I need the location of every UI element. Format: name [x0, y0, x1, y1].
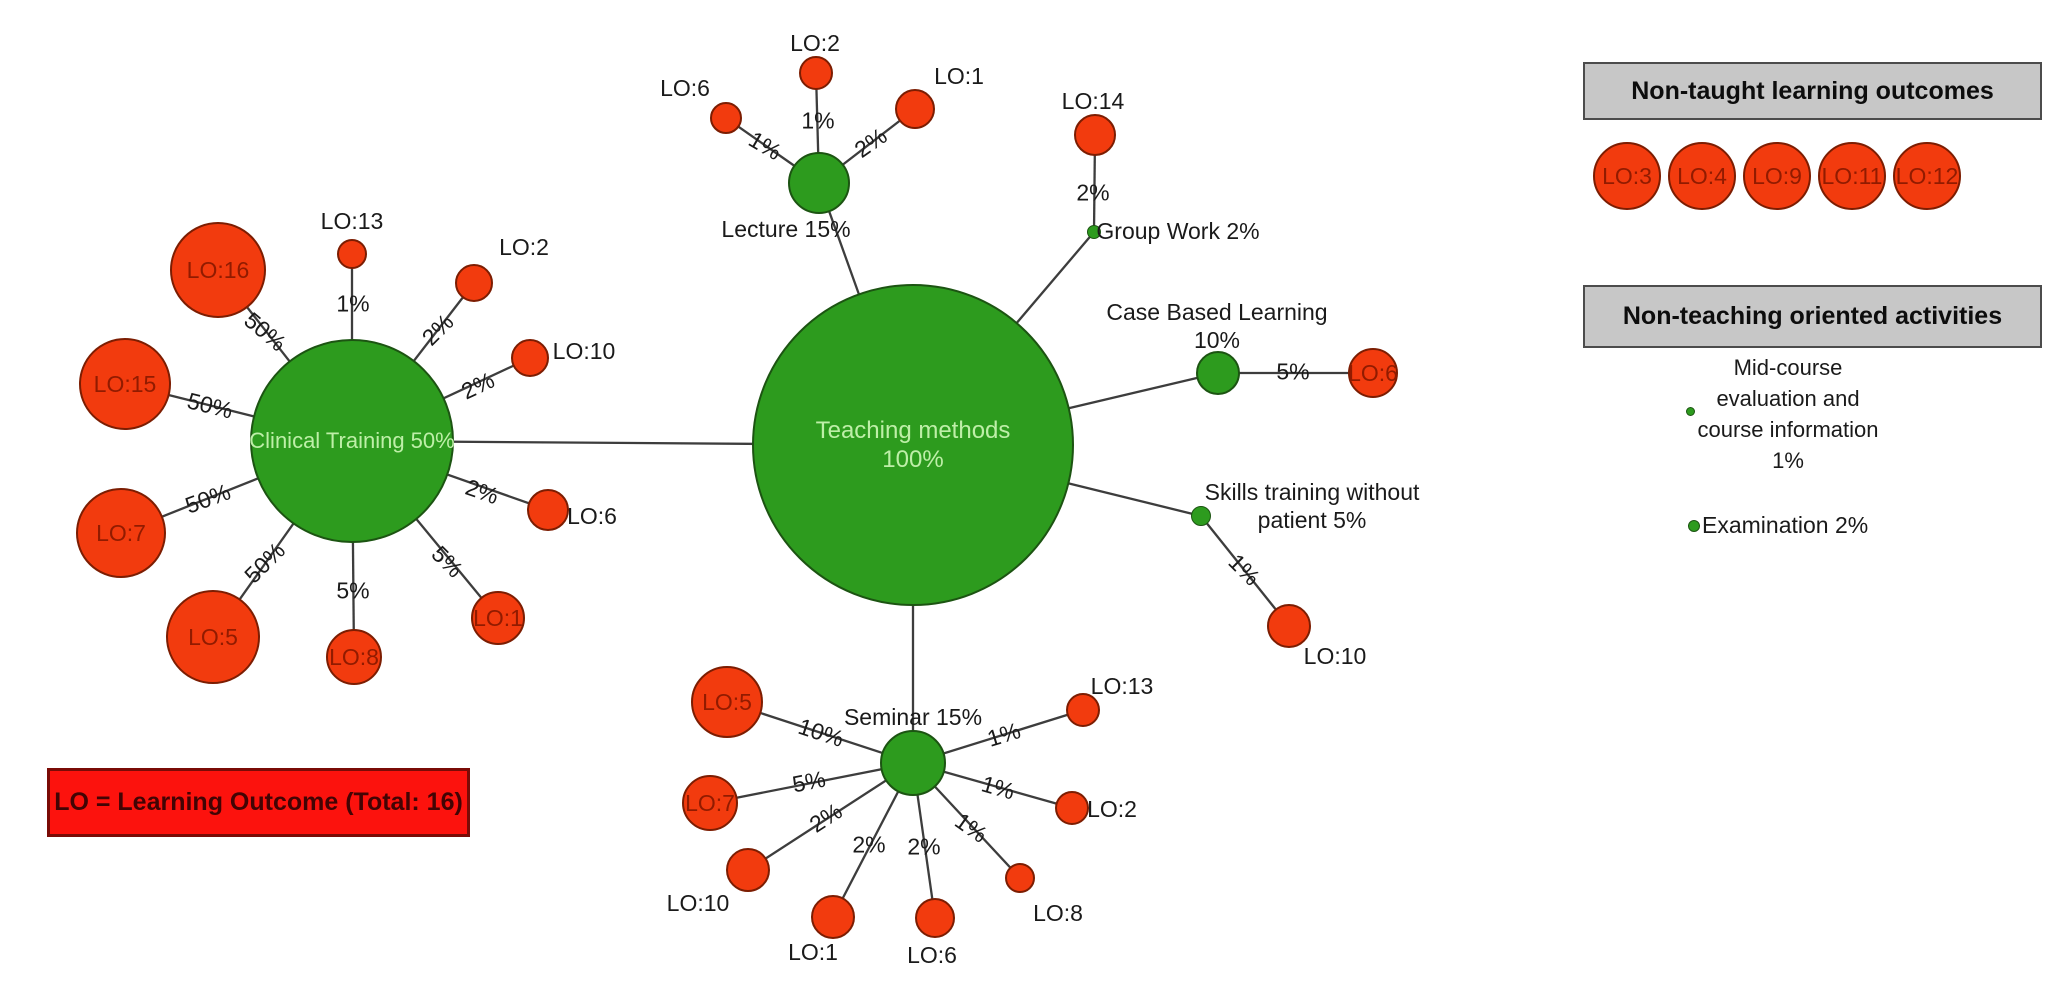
node-clinical: Clinical Training 50% [249, 339, 455, 543]
node-lec-lo2 [799, 56, 833, 90]
chip-label: LO:3 [1602, 162, 1652, 189]
non-taught-header: Non-taught learning outcomes [1583, 62, 2042, 120]
label-sem-lo1: LO:1 [788, 939, 838, 965]
pct-group-work-gw-lo14: 2% [1076, 179, 1110, 206]
label-ct-lo6: LO:6 [567, 503, 617, 529]
node-cb-lo6: LO:6 [1348, 348, 1398, 398]
non-taught-outcome-chip: LO:3 [1593, 142, 1661, 210]
node-ct-lo8: LO:8 [326, 629, 382, 685]
mid-course-activity: Mid-course evaluation and course informa… [1688, 352, 1888, 476]
label-sem-lo8: LO:8 [1033, 900, 1083, 926]
activity-line: course information [1697, 417, 1879, 442]
node-sem-lo8 [1005, 863, 1035, 893]
pct-clinical-ct-lo13: 1% [336, 290, 370, 317]
node-sem-lo7: LO:7 [682, 775, 738, 831]
label-sem-lo6: LO:6 [907, 942, 957, 968]
node-ct-lo1: LO:1 [471, 591, 525, 645]
non-taught-outcome-chip: LO:12 [1893, 142, 1961, 210]
label-sem-lo13: LO:13 [1090, 673, 1154, 699]
node-label: LO:5 [188, 624, 238, 650]
node-label: LO:5 [702, 689, 752, 715]
node-lec-lo6 [710, 102, 742, 134]
activity-line: 1% [1772, 448, 1804, 473]
activity-line: Mid-course [1733, 355, 1843, 380]
pct-seminar-sem-lo6: 2% [907, 833, 941, 860]
node-label: Teaching methods 100% [815, 417, 1011, 473]
label-skills: Skills training without patient 5% [1204, 479, 1420, 533]
non-taught-outcome-chip: LO:9 [1743, 142, 1811, 210]
node-sem-lo1 [811, 895, 855, 939]
pct-seminar-sem-lo1: 2% [852, 831, 886, 858]
node-sem-lo2 [1055, 791, 1089, 825]
label-lec-lo1: LO:1 [934, 63, 984, 89]
examination-activity: Examination 2% [1702, 512, 1869, 538]
label-group-work: Group Work 2% [1096, 218, 1260, 244]
node-sem-lo10 [726, 848, 770, 892]
chip-label: LO:11 [1821, 162, 1883, 189]
node-ct-lo10 [511, 339, 549, 377]
node-label: LO:16 [186, 257, 250, 283]
node-gw-lo14 [1074, 114, 1116, 156]
node-label: LO:15 [93, 371, 157, 397]
node-group-work [1087, 225, 1101, 239]
non-teaching-header: Non-teaching oriented activities [1583, 285, 2042, 348]
node-seminar [880, 730, 946, 796]
label-ct-lo10: LO:10 [552, 338, 616, 364]
examination-dot-icon [1688, 520, 1700, 532]
pct-case-based-cb-lo6: 5% [1276, 358, 1310, 385]
label-sem-lo2: LO:2 [1087, 796, 1137, 822]
label-ct-lo13: LO:13 [320, 208, 384, 234]
node-label: LO:8 [329, 644, 379, 670]
node-label: LO:6 [1348, 360, 1398, 386]
node-label: LO:7 [96, 520, 146, 546]
node-label: Clinical Training 50% [249, 428, 455, 453]
chip-label: LO:12 [1895, 162, 1959, 189]
legend-box: LO = Learning Outcome (Total: 16) [47, 768, 470, 837]
node-ct-lo5: LO:5 [166, 590, 260, 684]
legend-text: LO = Learning Outcome (Total: 16) [54, 788, 463, 816]
label-lec-lo6: LO:6 [660, 75, 710, 101]
node-teaching: Teaching methods 100% [752, 284, 1074, 606]
label-gw-lo14: LO:14 [1061, 88, 1125, 114]
node-ct-lo7: LO:7 [76, 488, 166, 578]
node-ct-lo15: LO:15 [79, 338, 171, 430]
node-case-based [1196, 351, 1240, 395]
node-ct-lo13 [337, 239, 367, 269]
node-sem-lo13 [1066, 693, 1100, 727]
label-ct-lo2: LO:2 [499, 234, 549, 260]
non-teaching-title: Non-teaching oriented activities [1622, 302, 2003, 330]
node-sem-lo5: LO:5 [691, 666, 763, 738]
label-sk-lo10: LO:10 [1303, 643, 1367, 669]
node-ct-lo6 [527, 489, 569, 531]
label-lec-lo2: LO:2 [790, 30, 840, 56]
label-case-based: Case Based Learning 10% [1106, 299, 1328, 353]
non-taught-outcome-chip: LO:11 [1818, 142, 1886, 210]
non-taught-outcome-row: LO:3 LO:4 LO:9 LO:11 LO:12 [1593, 142, 1961, 210]
node-ct-lo2 [455, 264, 493, 302]
node-label: LO:7 [685, 790, 735, 816]
node-ct-lo16: LO:16 [170, 222, 266, 318]
label-sem-lo10: LO:10 [666, 890, 730, 916]
chip-label: LO:9 [1752, 162, 1802, 189]
edge-seminar-sem_lo7 [709, 761, 914, 805]
label-seminar: Seminar 15% [843, 704, 983, 730]
node-sk-lo10 [1267, 604, 1311, 648]
edge-skills-sk_lo10 [1200, 515, 1290, 627]
pct-clinical-ct-lo8: 5% [336, 577, 370, 604]
node-sem-lo6 [915, 898, 955, 938]
chip-label: LO:4 [1677, 162, 1727, 189]
node-label: LO:1 [473, 605, 523, 631]
node-lecture [788, 152, 850, 214]
non-taught-title: Non-taught learning outcomes [1631, 76, 1994, 105]
pct-lecture-lec-lo2: 1% [801, 107, 835, 134]
label-lecture: Lecture 15% [721, 216, 851, 242]
activity-line: evaluation and [1716, 386, 1860, 411]
node-lec-lo1 [895, 89, 935, 129]
mid-course-dot-icon [1686, 407, 1695, 416]
non-taught-outcome-chip: LO:4 [1668, 142, 1736, 210]
node-skills [1191, 506, 1211, 526]
